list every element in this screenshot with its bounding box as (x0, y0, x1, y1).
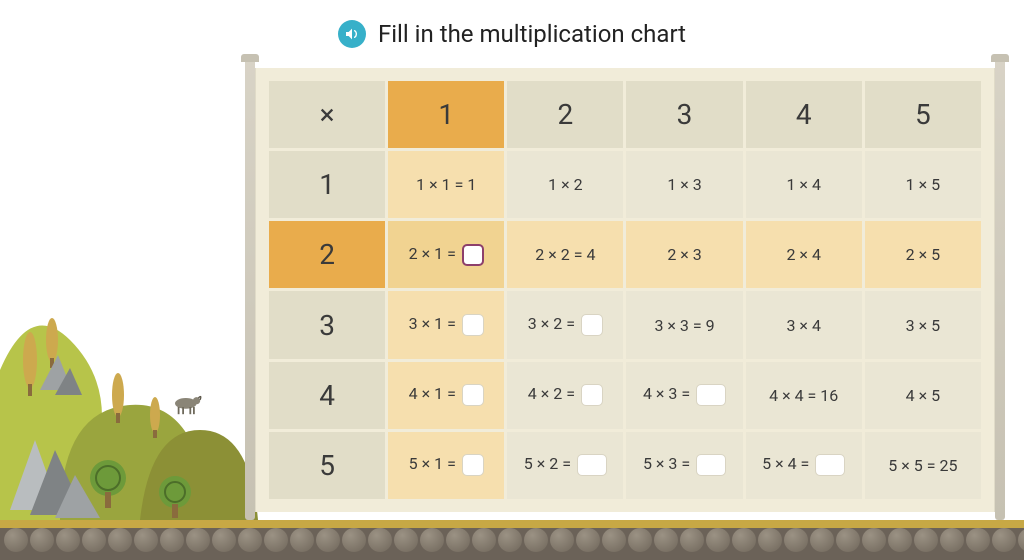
pebble (758, 528, 782, 552)
cell-5-5: 5 × 5 = 25 (865, 432, 981, 499)
cell-4-4: 4 × 4 = 16 (746, 362, 862, 429)
answer-input-4-3[interactable] (696, 384, 726, 406)
cell-3-5: 3 × 5 (865, 291, 981, 358)
pebble (4, 528, 28, 552)
pebble (888, 528, 912, 552)
answer-input-4-1[interactable] (462, 384, 484, 406)
pebble (628, 528, 652, 552)
pebble (394, 528, 418, 552)
answer-input-5-2[interactable] (577, 454, 607, 476)
pebble (30, 528, 54, 552)
pebble (108, 528, 132, 552)
pebble (966, 528, 990, 552)
pebble (56, 528, 80, 552)
cell-2-5: 2 × 5 (865, 221, 981, 288)
answer-input-5-3[interactable] (696, 454, 726, 476)
pebble (940, 528, 964, 552)
pebble (550, 528, 574, 552)
cell-1-5: 1 × 5 (865, 151, 981, 218)
pebble (524, 528, 548, 552)
page-title: Fill in the multiplication chart (378, 20, 686, 48)
pebble (706, 528, 730, 552)
pebble (576, 528, 600, 552)
pebble (316, 528, 340, 552)
col-header-5: 5 (865, 81, 981, 148)
cell-5-4[interactable]: 5 × 4 = (746, 432, 862, 499)
pebble (446, 528, 470, 552)
cell-3-2[interactable]: 3 × 2 = (507, 291, 623, 358)
col-header-3: 3 (626, 81, 742, 148)
pebble (472, 528, 496, 552)
pebble (82, 528, 106, 552)
audio-button[interactable] (338, 20, 366, 48)
cell-1-1: 1 × 1 = 1 (388, 151, 504, 218)
pebble (212, 528, 236, 552)
cell-3-1[interactable]: 3 × 1 = (388, 291, 504, 358)
answer-input-5-4[interactable] (815, 454, 845, 476)
col-header-4: 4 (746, 81, 862, 148)
pebble (784, 528, 808, 552)
pebble (498, 528, 522, 552)
board-container: ×1234511 × 1 = 11 × 21 × 31 × 41 × 522 ×… (245, 62, 1005, 512)
cell-4-5: 4 × 5 (865, 362, 981, 429)
post-right (995, 58, 1005, 520)
pebble-row (0, 528, 1024, 556)
row-header-3: 3 (269, 291, 385, 358)
pebble (342, 528, 366, 552)
chart-corner: × (269, 81, 385, 148)
row-header-5: 5 (269, 432, 385, 499)
row-header-1: 1 (269, 151, 385, 218)
cell-4-2[interactable]: 4 × 2 = (507, 362, 623, 429)
answer-input-3-1[interactable] (462, 314, 484, 336)
pebble (134, 528, 158, 552)
cell-5-3[interactable]: 5 × 3 = (626, 432, 742, 499)
row-header-2: 2 (269, 221, 385, 288)
cell-1-4: 1 × 4 (746, 151, 862, 218)
answer-input-3-2[interactable] (581, 314, 603, 336)
col-header-1: 1 (388, 81, 504, 148)
pebble (654, 528, 678, 552)
answer-input-5-1[interactable] (462, 454, 484, 476)
scene: ×1234511 × 1 = 11 × 21 × 31 × 41 × 522 ×… (0, 60, 1024, 560)
cell-5-2[interactable]: 5 × 2 = (507, 432, 623, 499)
cell-3-3: 3 × 3 = 9 (626, 291, 742, 358)
pebble (420, 528, 444, 552)
pebble (368, 528, 392, 552)
title-bar: Fill in the multiplication chart (0, 0, 1024, 58)
row-header-4: 4 (269, 362, 385, 429)
speaker-icon (344, 26, 360, 42)
pebble (862, 528, 886, 552)
cell-2-4: 2 × 4 (746, 221, 862, 288)
pebble (264, 528, 288, 552)
pebble (1018, 528, 1024, 552)
cell-4-3[interactable]: 4 × 3 = (626, 362, 742, 429)
cell-3-4: 3 × 4 (746, 291, 862, 358)
pebble (732, 528, 756, 552)
pebble (992, 528, 1016, 552)
cell-2-1[interactable]: 2 × 1 = (388, 221, 504, 288)
pebble (186, 528, 210, 552)
pebble (810, 528, 834, 552)
cell-1-2: 1 × 2 (507, 151, 623, 218)
answer-input-4-2[interactable] (581, 384, 603, 406)
answer-input-2-1[interactable] (462, 244, 484, 266)
board: ×1234511 × 1 = 11 × 21 × 31 × 41 × 522 ×… (255, 68, 995, 512)
pebble (836, 528, 860, 552)
pebble (160, 528, 184, 552)
cell-4-1[interactable]: 4 × 1 = (388, 362, 504, 429)
post-left (245, 58, 255, 520)
pebble (914, 528, 938, 552)
landscape-illustration (0, 240, 260, 520)
pebble (238, 528, 262, 552)
cell-2-3: 2 × 3 (626, 221, 742, 288)
pebble (290, 528, 314, 552)
cell-1-3: 1 × 3 (626, 151, 742, 218)
cell-2-2: 2 × 2 = 4 (507, 221, 623, 288)
col-header-2: 2 (507, 81, 623, 148)
pebble (602, 528, 626, 552)
pebble (680, 528, 704, 552)
multiplication-chart: ×1234511 × 1 = 11 × 21 × 31 × 41 × 522 ×… (266, 78, 984, 502)
cell-5-1[interactable]: 5 × 1 = (388, 432, 504, 499)
ground (0, 520, 1024, 560)
